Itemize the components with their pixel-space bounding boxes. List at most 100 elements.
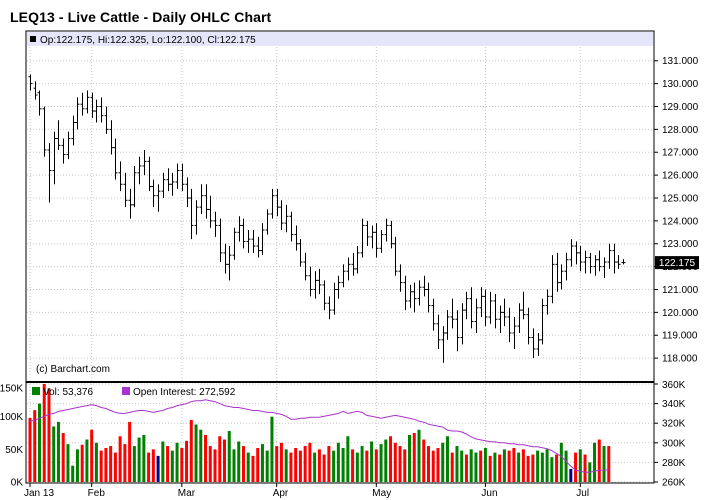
open-interest-right-axis: 260K 280K 300K 320K 340K 360K (654, 380, 686, 489)
volume-bar (132, 446, 136, 482)
volume-bar (246, 452, 250, 482)
ohlc-bar (569, 239, 574, 267)
volume-tick-label: 100K (0, 412, 23, 423)
volume-bar (403, 449, 407, 482)
ohlc-bar (365, 220, 370, 247)
volume-bar (147, 452, 151, 482)
ohlc-bar (132, 165, 137, 208)
x-tick-label: May (372, 488, 391, 499)
oi-tick-label: 260K (662, 478, 686, 489)
ohlc-bar (109, 120, 114, 155)
ohlc-bar (128, 188, 133, 219)
volume-bar (412, 433, 416, 482)
volume-bar (574, 452, 578, 482)
volume-bar (123, 444, 127, 482)
volume-bar (75, 449, 79, 482)
volume-bar (208, 446, 212, 482)
ohlc-bar (118, 161, 123, 192)
oi-tick-label: 340K (662, 399, 686, 410)
volume-bar (550, 457, 554, 482)
volume-bar (180, 448, 184, 482)
volume-bar (464, 454, 468, 482)
volume-bar (118, 436, 122, 482)
volume-bar (512, 448, 516, 482)
ohlc-bar (426, 282, 431, 313)
ohlc-bar (66, 131, 71, 160)
ohlc-bar (488, 291, 493, 324)
ohlc-bar (412, 282, 417, 313)
ohlc-bar (232, 227, 237, 260)
volume-bar (185, 440, 189, 482)
ohlc-bar (540, 298, 545, 345)
volume-bar (488, 455, 492, 482)
volume-bar (389, 436, 393, 482)
ohlc-bar (374, 223, 379, 258)
volume-bars (28, 384, 611, 482)
volume-bar (460, 450, 464, 482)
ohlc-bar (156, 184, 161, 212)
ohlc-bar (483, 289, 488, 327)
oi-tick-label: 360K (662, 380, 686, 391)
ohlc-bar (474, 298, 479, 333)
ohlc-bar (555, 252, 560, 292)
ohlc-bar (137, 156, 142, 185)
volume-bar (422, 439, 426, 482)
ohlc-bar (194, 200, 199, 235)
volume-bar (204, 434, 208, 482)
ohlc-bar (33, 81, 38, 100)
volume-bar (90, 429, 94, 482)
volume-left-axis: 0K 50K 100K 150K (0, 384, 23, 489)
volume-bar (360, 446, 364, 482)
volume-bar (322, 454, 326, 482)
volume-bar (71, 465, 75, 482)
volume-bar (66, 444, 70, 482)
volume-bar (398, 446, 402, 482)
oi-tick-label: 280K (662, 458, 686, 469)
ohlc-bar (170, 172, 175, 196)
volume-bar (341, 448, 345, 482)
volume-bar (351, 449, 355, 482)
last-price-label: 122.175 (659, 258, 696, 269)
volume-bar (607, 446, 611, 482)
ohlc-bar (346, 257, 351, 281)
ohlc-bar (384, 218, 389, 242)
volume-bar (37, 403, 41, 482)
ohlc-bar (550, 255, 555, 304)
ohlc-bar (578, 246, 583, 272)
volume-bar (284, 449, 288, 482)
volume-bar (498, 454, 502, 482)
ohlc-bar (303, 252, 308, 281)
volume-bar (474, 452, 478, 482)
volume-bar (151, 449, 155, 482)
ohlc-bar (47, 143, 52, 203)
volume-bar (564, 450, 568, 482)
ohlc-bar (360, 218, 365, 258)
ohlc-bar (104, 106, 109, 134)
volume-bar (175, 442, 179, 482)
ohlc-bar (246, 230, 251, 253)
ohlc-bar (417, 280, 422, 306)
volume-bar (42, 384, 46, 482)
ohlc-bar (161, 172, 166, 198)
x-tick-label: Jun (481, 488, 497, 499)
ohlc-bar (199, 184, 204, 214)
ohlc-bar (512, 316, 517, 349)
ohlc-bar (279, 200, 284, 231)
volume-bar (251, 455, 255, 482)
ohlc-bar (142, 149, 147, 176)
price-tick-label: 120.000 (662, 308, 699, 319)
volume-bar (569, 468, 573, 482)
volume-bar (241, 446, 245, 482)
volume-bar (61, 433, 65, 482)
volume-bar (431, 450, 435, 482)
volume-bar (275, 446, 279, 482)
volume-bar (85, 439, 89, 482)
volume-bar (33, 410, 37, 482)
ohlc-bar (574, 241, 579, 265)
ohlc-bar (90, 92, 95, 118)
x-tick-label: Mar (178, 488, 196, 499)
volume-bar (294, 448, 298, 482)
ohlc-bar (422, 275, 427, 297)
volume-bar (28, 417, 32, 482)
price-tick-label: 128.000 (662, 125, 699, 136)
